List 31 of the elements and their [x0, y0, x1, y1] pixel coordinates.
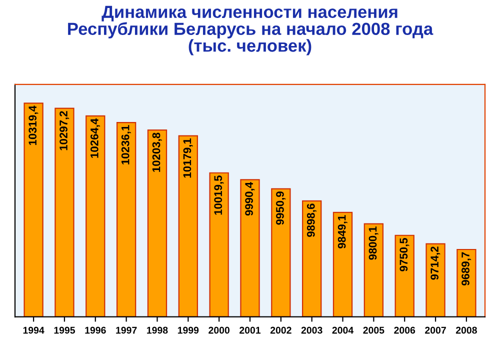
data-label: 10297,2	[60, 111, 70, 150]
data-label: 10179,1	[183, 138, 193, 178]
data-label: 9898,6	[306, 204, 316, 237]
data-label: 10264,4	[90, 118, 100, 158]
x-tick-label: 1994	[23, 326, 44, 334]
x-tick-label: 2008	[456, 326, 477, 334]
x-tick-label: 2003	[301, 326, 322, 334]
x-tick-label: 1995	[54, 326, 76, 334]
x-tick-label: 2002	[270, 326, 292, 334]
x-tick-label: 2007	[425, 326, 446, 334]
data-label: 10236,1	[121, 125, 131, 164]
data-label: 10019,5	[214, 176, 224, 215]
chart-title: Динамика численности населения Республики Беларусь на начало 2008 года (тыс. человек)	[68, 6, 434, 56]
data-label: 10319,4	[28, 106, 38, 145]
data-label: 10203,8	[152, 132, 162, 172]
data-label: 9689,7	[462, 252, 472, 286]
x-tick-label: 1999	[178, 326, 199, 334]
x-tick-label: 2001	[240, 326, 261, 334]
x-tick-label: 1997	[116, 326, 137, 334]
data-label: 9800,1	[368, 226, 378, 260]
data-label: 9990,4	[245, 182, 255, 216]
x-tick-label: 2006	[394, 326, 416, 334]
data-label: 9849,1	[338, 215, 348, 248]
x-tick-label: 1996	[85, 326, 106, 334]
x-tick-label: 2005	[363, 326, 384, 334]
data-label: 9750,5	[400, 238, 410, 272]
x-tick-label: 2004	[332, 326, 354, 334]
x-tick-label: 1998	[147, 326, 168, 334]
data-label: 9714,2	[430, 246, 440, 280]
x-tick-label: 2000	[208, 326, 230, 334]
data-label: 9950,9	[276, 192, 286, 225]
